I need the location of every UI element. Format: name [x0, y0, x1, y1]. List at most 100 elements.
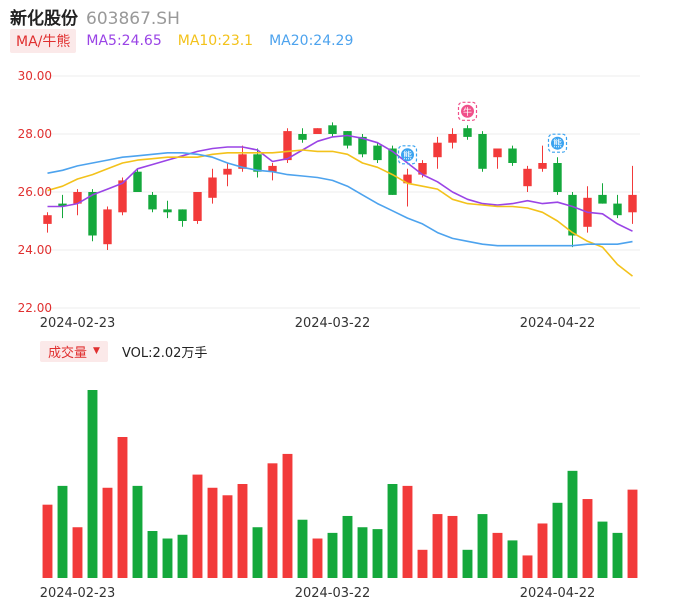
volume-bar[interactable] — [597, 521, 608, 578]
ma5-legend: MA5:24.65 — [86, 33, 162, 49]
candle[interactable] — [313, 128, 322, 134]
candle[interactable] — [343, 131, 352, 149]
volume-bar[interactable] — [477, 514, 488, 578]
candle[interactable] — [43, 212, 52, 233]
candle[interactable] — [88, 189, 97, 242]
volume-bars — [42, 390, 638, 578]
candle[interactable] — [163, 200, 172, 219]
volume-bar[interactable] — [627, 489, 638, 578]
volume-bar[interactable] — [567, 470, 578, 578]
volume-bar[interactable] — [372, 529, 383, 578]
candle[interactable] — [568, 192, 577, 248]
candle-body — [418, 163, 427, 175]
volume-bar[interactable] — [222, 495, 233, 578]
ma20-line — [47, 152, 633, 247]
volume-bar[interactable] — [42, 504, 53, 578]
candle-body — [283, 131, 292, 161]
volume-bar[interactable] — [132, 485, 143, 578]
candle-body — [388, 148, 397, 195]
candle[interactable] — [553, 157, 562, 195]
candle[interactable] — [463, 125, 472, 140]
candle[interactable] — [448, 128, 457, 149]
volume-bar[interactable] — [342, 515, 353, 578]
candle[interactable] — [523, 165, 532, 192]
volume-bar[interactable] — [402, 485, 413, 578]
volume-bar[interactable] — [492, 532, 503, 578]
candle[interactable] — [403, 168, 412, 207]
candle[interactable] — [598, 183, 607, 204]
ma10-line — [47, 149, 633, 277]
candle[interactable] — [373, 142, 382, 163]
volume-bar[interactable] — [507, 540, 518, 578]
ma-toggle-button[interactable]: MA/牛熊 — [10, 29, 77, 53]
volume-bar[interactable] — [417, 549, 428, 578]
candle-body — [133, 171, 142, 192]
volume-bar[interactable] — [327, 532, 338, 578]
candle[interactable] — [613, 194, 622, 219]
bull-bear-marker[interactable]: 牛 — [457, 101, 478, 121]
volume-bar[interactable] — [57, 485, 68, 578]
bull-bear-marker[interactable]: 熊 — [547, 133, 568, 153]
candle[interactable] — [583, 186, 592, 233]
volume-toggle-button[interactable]: 成交量 ▼ — [40, 340, 108, 362]
volume-bar[interactable] — [207, 487, 218, 578]
candle[interactable] — [193, 192, 202, 224]
volume-bar[interactable] — [312, 538, 323, 578]
volume-bar[interactable] — [447, 515, 458, 578]
candle[interactable] — [178, 209, 187, 227]
candle-body — [523, 168, 532, 187]
candle[interactable] — [493, 148, 502, 169]
candle-body — [193, 192, 202, 221]
marker-frame — [457, 101, 478, 121]
candle[interactable] — [283, 128, 292, 163]
candle[interactable] — [478, 131, 487, 172]
candle[interactable] — [208, 168, 217, 204]
y-tick-label: 24.00 — [18, 243, 52, 257]
volume-bar[interactable] — [192, 474, 203, 578]
volume-bar[interactable] — [552, 502, 563, 578]
volume-bar[interactable] — [267, 463, 278, 578]
volume-bar[interactable] — [357, 527, 368, 578]
volume-bar[interactable] — [432, 514, 443, 578]
volume-bar[interactable] — [237, 484, 248, 578]
volume-bar[interactable] — [162, 538, 173, 578]
candle[interactable] — [298, 128, 307, 143]
candle[interactable] — [133, 168, 142, 192]
y-tick-label: 26.00 — [18, 185, 52, 199]
candle[interactable] — [538, 145, 547, 172]
candle[interactable] — [73, 189, 82, 216]
volume-bar[interactable] — [72, 527, 83, 578]
volume-bar[interactable] — [87, 390, 98, 578]
candle[interactable] — [433, 136, 442, 169]
candle[interactable] — [388, 145, 397, 195]
candle[interactable] — [148, 192, 157, 213]
ma10-legend: MA10:23.1 — [177, 33, 254, 49]
stock-header: 新化股份 603867.SH — [10, 4, 180, 29]
volume-bar[interactable] — [462, 549, 473, 578]
volume-bar[interactable] — [102, 487, 113, 578]
volume-bar[interactable] — [582, 499, 593, 578]
volume-bar[interactable] — [297, 519, 308, 578]
candle[interactable] — [508, 145, 517, 166]
volume-bar[interactable] — [522, 555, 533, 578]
candle-body — [88, 192, 97, 236]
volume-bar[interactable] — [387, 484, 398, 578]
volume-bar[interactable] — [612, 532, 623, 578]
volume-bar[interactable] — [147, 531, 158, 578]
candle[interactable] — [328, 122, 337, 137]
volume-bar[interactable] — [282, 453, 293, 578]
moving-averages — [47, 134, 633, 277]
bull-bear-marker[interactable]: 熊 — [397, 145, 418, 165]
candle[interactable] — [103, 206, 112, 251]
volume-bar[interactable] — [117, 437, 128, 578]
volume-bar[interactable] — [177, 534, 188, 578]
stock-name: 新化股份 — [10, 9, 78, 29]
volume-bar[interactable] — [252, 527, 263, 578]
y-tick-label: 30.00 — [18, 69, 52, 83]
volume-bar[interactable] — [537, 523, 548, 578]
candle[interactable] — [223, 163, 232, 187]
candle-body — [538, 163, 547, 169]
candle[interactable] — [628, 165, 637, 224]
candle-body — [103, 209, 112, 245]
